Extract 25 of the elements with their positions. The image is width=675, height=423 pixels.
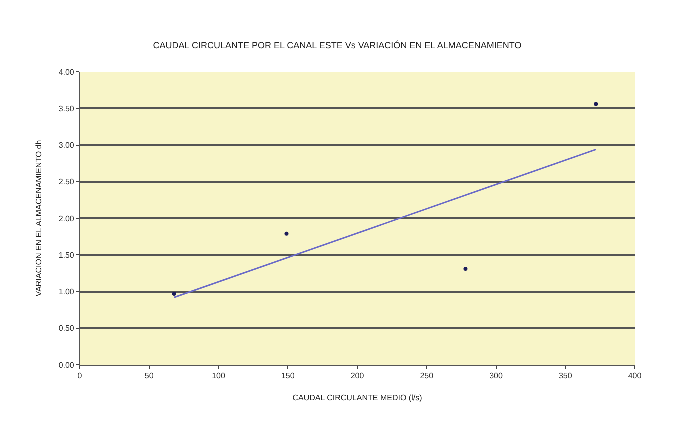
y-tick-label: 0.00 (58, 360, 75, 370)
x-tick-label: 100 (212, 372, 226, 381)
y-tick-label: 0.50 (58, 324, 75, 334)
y-tick-label: 2.50 (58, 178, 75, 187)
x-tick-label: 0 (78, 372, 83, 381)
y-tick-label: 4.00 (58, 68, 75, 77)
point (172, 292, 176, 296)
y-tick-label: 1.00 (58, 288, 75, 297)
point (284, 232, 289, 236)
y-tick-label: 1.50 (58, 250, 75, 260)
x-tick-label: 150 (281, 372, 296, 381)
x-tick-label: 50 (144, 372, 154, 381)
x-tick-label: 200 (350, 372, 365, 381)
point (594, 102, 598, 106)
x-tick-label: 300 (490, 372, 504, 381)
x-tick-label: 250 (420, 372, 434, 381)
chart-title: CAUDAL CIRCULANTE POR EL CANAL ESTE Vs VARIACIÓN EN EL ALMACENAMIENTO (153, 40, 522, 51)
y-tick-label: 3.50 (58, 104, 75, 114)
x-tick-label: 400 (628, 372, 642, 381)
x-axis-title: CAUDAL CIRCULANTE MEDIO (l/s) (292, 394, 423, 403)
y-tick-label: 2.00 (58, 214, 75, 224)
x-tick-label: 350 (558, 372, 573, 381)
point (464, 267, 468, 272)
y-tick-label: 3.00 (58, 141, 75, 150)
y-axis-title: VARIACION EN EL ALMACENAMIENTO dh (34, 140, 44, 297)
